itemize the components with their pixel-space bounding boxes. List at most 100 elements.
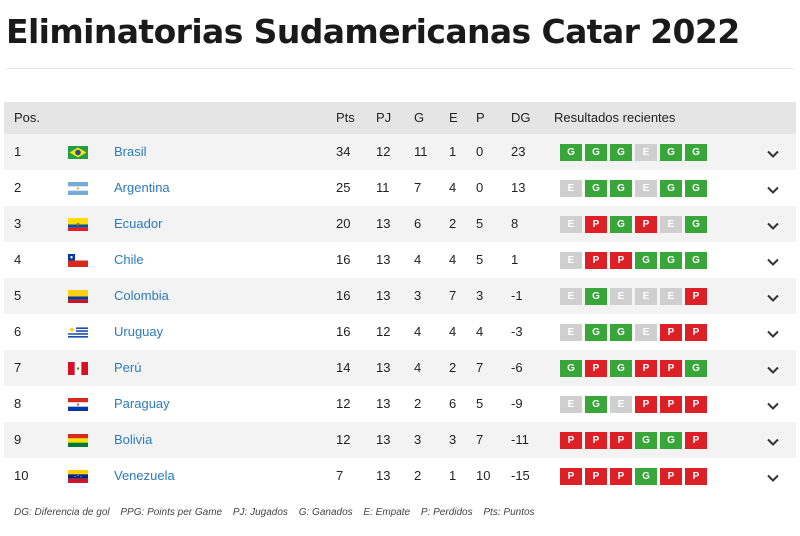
team-name-link[interactable]: Paraguay <box>114 396 170 411</box>
row-pos: 6 <box>14 324 22 339</box>
result-badge: G <box>685 252 707 269</box>
chile-flag-icon <box>68 254 88 267</box>
legend-item: DG: Diferencia de gol <box>14 507 110 518</box>
team-name-link[interactable]: Perú <box>114 360 142 375</box>
chevron-down-icon[interactable] <box>767 291 779 302</box>
table-header: Pos. Pts PJ G E P DG Resultados reciente… <box>4 102 796 134</box>
result-badge: P <box>635 216 657 233</box>
table-row[interactable]: 8 12 13 2 6 5 -9 Paraguay E G E P P P <box>4 386 796 422</box>
result-badge: G <box>610 360 632 377</box>
team-name-link[interactable]: Uruguay <box>114 324 164 339</box>
row-dg: -9 <box>511 396 523 411</box>
team-name-link[interactable]: Bolivia <box>114 432 153 447</box>
result-badge: P <box>585 360 607 377</box>
row-e: 2 <box>449 360 457 375</box>
team-name-link[interactable]: Brasil <box>114 144 147 159</box>
legend-item: E: Empate <box>363 507 411 518</box>
row-p: 5 <box>476 252 484 267</box>
result-badge: E <box>560 216 582 233</box>
row-pos: 10 <box>14 468 29 483</box>
table-row[interactable]: 4 16 13 4 4 5 1 Chile E P P G G G <box>4 242 796 278</box>
paraguay-flag-icon <box>68 398 88 411</box>
row-pj: 12 <box>376 144 391 159</box>
row-pj: 13 <box>376 288 391 303</box>
table-row[interactable]: 2 25 11 7 4 0 13 Argentina E G G E G G <box>4 170 796 206</box>
row-p: 0 <box>476 180 484 195</box>
chevron-down-icon[interactable] <box>767 255 779 266</box>
row-g: 3 <box>414 432 422 447</box>
table-row[interactable]: 3 20 13 6 2 5 8 Ecuador E P G P E G <box>4 206 796 242</box>
row-pj: 13 <box>376 396 391 411</box>
table-row[interactable]: 7 14 13 4 2 7 -6 Perú G P G P P G <box>4 350 796 386</box>
team-name-link[interactable]: Colombia <box>114 288 169 303</box>
abbreviation-legend: DG: Diferencia de gol PPG: Points per Ga… <box>14 507 543 518</box>
result-badge: P <box>585 468 607 485</box>
row-dg: -1 <box>511 288 523 303</box>
table-row[interactable]: 6 16 12 4 4 4 -3 Uruguay E G G E P P <box>4 314 796 350</box>
row-e: 2 <box>449 216 457 231</box>
row-pts: 34 <box>336 144 351 159</box>
result-badge: E <box>635 324 657 341</box>
result-badge: P <box>685 324 707 341</box>
team-name-link[interactable]: Ecuador <box>114 216 163 231</box>
result-badge: P <box>685 288 707 305</box>
result-badge: G <box>660 432 682 449</box>
header-recent-results: Resultados recientes <box>554 110 676 125</box>
table-row[interactable]: 1 34 12 11 1 0 23 Brasil G G G E G G <box>4 134 796 170</box>
row-g: 4 <box>414 324 422 339</box>
brazil-flag-icon <box>68 146 88 159</box>
legend-item: PPG: Points per Game <box>120 507 223 518</box>
row-e: 6 <box>449 396 457 411</box>
row-p: 3 <box>476 288 484 303</box>
table-row[interactable]: 10 7 13 2 1 10 -15 Venezuela P P P G P P <box>4 458 796 494</box>
chevron-down-icon[interactable] <box>767 327 779 338</box>
result-badge: G <box>610 180 632 197</box>
result-badge: G <box>585 288 607 305</box>
header-pts: Pts <box>336 110 355 125</box>
result-badge: G <box>685 216 707 233</box>
chevron-down-icon[interactable] <box>767 399 779 410</box>
venezuela-flag-icon <box>68 470 88 483</box>
result-badge: P <box>585 432 607 449</box>
chevron-down-icon[interactable] <box>767 183 779 194</box>
row-g: 4 <box>414 252 422 267</box>
row-pos: 9 <box>14 432 22 447</box>
result-badge: G <box>660 144 682 161</box>
peru-flag-icon <box>68 362 88 375</box>
result-badge: P <box>685 396 707 413</box>
chevron-down-icon[interactable] <box>767 363 779 374</box>
row-pts: 7 <box>336 468 344 483</box>
row-pj: 13 <box>376 216 391 231</box>
chevron-down-icon[interactable] <box>767 471 779 482</box>
table-row[interactable]: 5 16 13 3 7 3 -1 Colombia E G E E E P <box>4 278 796 314</box>
row-p: 4 <box>476 324 484 339</box>
team-name-link[interactable]: Chile <box>114 252 144 267</box>
chevron-down-icon[interactable] <box>767 435 779 446</box>
result-badge: G <box>660 180 682 197</box>
row-pos: 2 <box>14 180 22 195</box>
chevron-down-icon[interactable] <box>767 219 779 230</box>
row-pts: 12 <box>336 396 351 411</box>
chevron-down-icon[interactable] <box>767 147 779 158</box>
result-badge: G <box>610 216 632 233</box>
result-badge: E <box>560 252 582 269</box>
row-g: 2 <box>414 396 422 411</box>
team-name-link[interactable]: Argentina <box>114 180 170 195</box>
table-row[interactable]: 9 12 13 3 3 7 -11 Bolivia P P P G G P <box>4 422 796 458</box>
row-p: 0 <box>476 144 484 159</box>
result-badge: E <box>560 288 582 305</box>
result-badge: P <box>685 432 707 449</box>
result-badge: G <box>685 144 707 161</box>
result-badge: E <box>610 288 632 305</box>
header-g: G <box>414 110 425 125</box>
team-name-link[interactable]: Venezuela <box>114 468 175 483</box>
row-pj: 11 <box>376 180 390 195</box>
result-badge: P <box>635 360 657 377</box>
result-badge: E <box>660 288 682 305</box>
result-badge: G <box>560 360 582 377</box>
